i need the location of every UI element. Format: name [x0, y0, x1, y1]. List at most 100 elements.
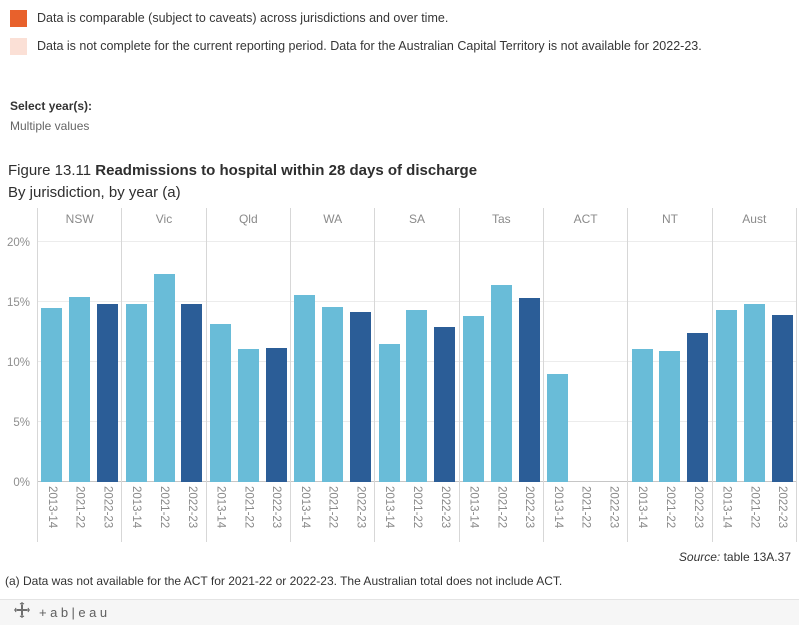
column-header-tas[interactable]: Tas [491, 212, 511, 226]
bar-cell [66, 232, 94, 482]
tick-cell: 2021-22 [234, 482, 262, 542]
bar-cell [544, 232, 572, 482]
bar-aust-2021-22[interactable] [743, 304, 765, 482]
bar-sa-2021-22[interactable] [406, 310, 428, 482]
x-tick-label[interactable]: 2022-23 [438, 486, 451, 529]
bar-wa-2021-22[interactable] [322, 306, 344, 482]
x-tick-label[interactable]: 2022-23 [354, 486, 367, 529]
tableau-logo-icon[interactable] [14, 602, 30, 623]
bar-sa-2013-14[interactable] [378, 344, 400, 482]
column-header-qld[interactable]: Qld [238, 212, 258, 226]
x-tick-label[interactable]: 2022-23 [523, 486, 536, 529]
column-header-vic[interactable]: Vic [155, 212, 173, 226]
bar-chart: 20% 15% 10% 5% 0% NSW 2013-14 2021-22 2022-23 Vi… [0, 208, 799, 544]
bar-act-2013-14[interactable] [547, 374, 569, 482]
bar-vic-2022-23[interactable] [181, 304, 203, 482]
chart-panels: NSW 2013-14 2021-22 2022-23 Vic 2013-14 2021-2… [37, 208, 797, 542]
legend-item: Data is not complete for the current rep… [10, 38, 702, 55]
bar-aust-2022-23[interactable] [771, 315, 793, 482]
x-tick-label[interactable]: 2021-22 [73, 486, 86, 529]
tick-cell: 2013-14 [544, 482, 572, 542]
bar-nt-2021-22[interactable] [659, 351, 681, 482]
column-header-sa[interactable]: SA [408, 212, 425, 226]
bar-nsw-2022-23[interactable] [96, 304, 118, 482]
x-tick-label[interactable]: 2013-14 [298, 486, 311, 529]
bar-wa-2022-23[interactable] [349, 311, 371, 482]
bar-qld-2021-22[interactable] [237, 348, 259, 482]
legend-swatch-icon [10, 10, 27, 27]
tableau-wordmark[interactable]: +ab|eau [39, 605, 111, 620]
x-tick-label[interactable]: 2013-14 [130, 486, 143, 529]
x-tick-label[interactable]: 2022-23 [270, 486, 283, 529]
bar-vic-2021-22[interactable] [153, 274, 175, 482]
bar-cell [38, 232, 66, 482]
panel-ticks: 2013-14 2021-22 2022-23 [628, 482, 711, 542]
panel-plot [628, 232, 711, 482]
column-header-nsw[interactable]: NSW [65, 212, 94, 226]
tick-cell: 2013-14 [207, 482, 235, 542]
tick-cell: 2021-22 [487, 482, 515, 542]
column-header-wa[interactable]: WA [323, 212, 343, 226]
x-tick-label[interactable]: 2021-22 [158, 486, 170, 529]
bar-nt-2022-23[interactable] [687, 333, 709, 482]
column-header-act[interactable]: ACT [573, 212, 598, 226]
legend-label: Data is not complete for the current rep… [37, 39, 702, 53]
bar-cell [431, 232, 459, 482]
panel-act: ACT 2013-14 2021-22 2022-23 [542, 208, 627, 542]
panel-ticks: 2013-14 2021-22 2022-23 [713, 482, 796, 542]
bar-tas-2013-14[interactable] [463, 316, 485, 482]
tick-cell: 2021-22 [66, 482, 94, 542]
panel-ticks: 2013-14 2021-22 2022-23 [544, 482, 627, 542]
bar-nt-2013-14[interactable] [631, 348, 653, 482]
bar-tas-2021-22[interactable] [490, 285, 512, 482]
x-tick-label[interactable]: 2021-22 [495, 486, 508, 529]
source-note: Source: table 13A.37 [679, 550, 791, 564]
x-tick-label[interactable]: 2021-22 [579, 486, 592, 529]
bar-nsw-2013-14[interactable] [41, 308, 63, 482]
x-tick-label[interactable]: 2022-23 [101, 486, 114, 529]
bar-cell [768, 232, 796, 482]
x-tick-label[interactable]: 2013-14 [383, 486, 396, 529]
x-tick-label[interactable]: 2013-14 [636, 486, 649, 529]
x-tick-label[interactable]: 2021-22 [242, 486, 255, 529]
bar-sa-2022-23[interactable] [434, 327, 456, 482]
bar-cell [403, 232, 431, 482]
bar-wa-2013-14[interactable] [294, 294, 316, 482]
tick-cell: 2013-14 [713, 482, 741, 542]
x-tick-label[interactable]: 2022-23 [691, 486, 704, 529]
x-tick-label[interactable]: 2021-22 [326, 486, 339, 529]
panel-sa: SA 2013-14 2021-22 2022-23 [374, 208, 458, 542]
bar-tas-2022-23[interactable] [518, 298, 540, 482]
y-axis-tick-label: 0% [13, 477, 30, 489]
bar-qld-2022-23[interactable] [265, 347, 287, 482]
x-tick-label[interactable]: 2021-22 [410, 486, 423, 529]
x-tick-label[interactable]: 2021-22 [748, 486, 761, 529]
x-tick-label[interactable]: 2013-14 [214, 486, 227, 529]
column-header-nt[interactable]: NT [661, 212, 678, 226]
bar-cell [178, 232, 206, 482]
x-tick-label[interactable]: 2022-23 [607, 486, 620, 529]
x-tick-label[interactable]: 2013-14 [45, 486, 58, 529]
panel-tas: Tas 2013-14 2021-22 2022-23 [458, 208, 543, 542]
x-tick-label[interactable]: 2013-14 [551, 486, 564, 529]
bar-aust-2013-14[interactable] [716, 310, 738, 482]
x-tick-label[interactable]: 2022-23 [185, 486, 198, 529]
bar-vic-2013-14[interactable] [125, 304, 147, 482]
bar-qld-2013-14[interactable] [210, 323, 232, 482]
panel-plot [713, 232, 796, 482]
tick-cell: 2022-23 [262, 482, 290, 542]
panel-wa: WA 2013-14 2021-22 2022-23 [289, 208, 374, 542]
x-tick-label[interactable]: 2013-14 [467, 486, 480, 529]
figure-title-block: Figure 13.11 Readmissions to hospital wi… [8, 160, 477, 204]
column-header-aust[interactable]: Aust [742, 212, 767, 226]
bar-cell [740, 232, 768, 482]
tick-cell: 2013-14 [122, 482, 150, 542]
x-tick-label[interactable]: 2022-23 [776, 486, 789, 529]
panel-nsw: NSW 2013-14 2021-22 2022-23 [37, 208, 121, 542]
x-tick-label[interactable]: 2021-22 [663, 486, 676, 529]
panel-ticks: 2013-14 2021-22 2022-23 [122, 482, 205, 542]
bar-nsw-2021-22[interactable] [69, 297, 91, 482]
year-filter: Select year(s): Multiple values [10, 99, 92, 133]
year-filter-dropdown[interactable]: Multiple values [10, 119, 90, 133]
x-tick-label[interactable]: 2013-14 [720, 486, 733, 529]
